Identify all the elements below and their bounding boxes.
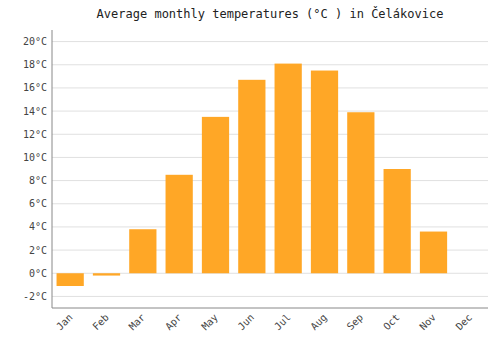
- x-tick-label: Sep: [345, 312, 366, 333]
- grid-line: [52, 296, 488, 297]
- grid-line: [52, 41, 488, 42]
- y-tick-label: 2°C: [29, 245, 47, 256]
- bar: [129, 229, 156, 273]
- x-tick-label: Dec: [454, 312, 475, 333]
- grid-line: [52, 111, 488, 112]
- grid-line: [52, 134, 488, 135]
- bars: [57, 64, 484, 286]
- x-tick-label: May: [199, 312, 220, 333]
- y-tick-label: 4°C: [29, 221, 47, 232]
- bar: [311, 71, 338, 274]
- y-tick-label: 20°C: [23, 36, 47, 47]
- grid: [52, 42, 488, 297]
- x-tick-label: Mar: [127, 312, 148, 333]
- y-tick-label: 12°C: [23, 129, 47, 140]
- bar: [420, 232, 447, 274]
- grid-line: [52, 180, 488, 181]
- y-tick-label: 0°C: [29, 268, 47, 279]
- y-axis-line: [52, 30, 53, 308]
- y-tick-label: -2°C: [23, 291, 47, 302]
- bar: [57, 273, 84, 286]
- x-axis-line: [52, 308, 488, 309]
- y-tick-label: 16°C: [23, 82, 47, 93]
- bar: [384, 169, 411, 273]
- x-tick-label: Jan: [54, 312, 75, 333]
- title: Average monthly temperatures (°C ) in Če…: [97, 6, 444, 21]
- grid-line: [52, 203, 488, 204]
- chart: Average monthly temperatures (°C ) in Če…: [0, 0, 500, 350]
- x-tick-label: Aug: [308, 312, 329, 333]
- grid-line: [52, 64, 488, 65]
- y-tick-label: 8°C: [29, 175, 47, 186]
- y-tick-label: 10°C: [23, 152, 47, 163]
- x-tick-label: Apr: [163, 312, 184, 333]
- chart-container: Average monthly temperatures (°C ) in Če…: [0, 0, 500, 350]
- grid-line: [52, 157, 488, 158]
- bar: [275, 64, 302, 274]
- x-tick-label: Oct: [381, 312, 402, 333]
- bar: [166, 175, 193, 273]
- grid-line: [52, 226, 488, 227]
- bar: [238, 80, 265, 273]
- x-tick-label: Feb: [90, 312, 111, 333]
- y-tick-label: 18°C: [23, 59, 47, 70]
- bar: [347, 112, 374, 273]
- x-tick-label: Nov: [417, 312, 438, 333]
- x-tick-label: Jul: [272, 312, 293, 333]
- bar: [202, 117, 229, 273]
- bar: [456, 273, 483, 274]
- grid-line: [52, 87, 488, 88]
- y-tick-label: 14°C: [23, 106, 47, 117]
- bar: [93, 273, 120, 275]
- x-tick-label: Jun: [236, 312, 257, 333]
- y-tick-label: 6°C: [29, 198, 47, 209]
